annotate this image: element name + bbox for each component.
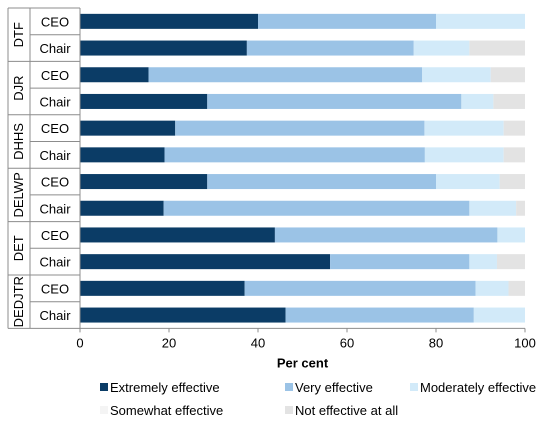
- bar-segment-5-2: [424, 147, 504, 163]
- bar-segment-3-0: [80, 93, 208, 109]
- bar-segment-3-2: [461, 93, 494, 109]
- bar-segment-2-0: [80, 67, 149, 83]
- x-tick-label: 60: [340, 335, 354, 350]
- row-label: CEO: [41, 68, 69, 83]
- row-label: Chair: [39, 201, 71, 216]
- bar-segment-2-4: [490, 67, 525, 83]
- row-label: Chair: [39, 308, 71, 323]
- row-label: CEO: [41, 121, 69, 136]
- group-label: DTF: [11, 22, 26, 47]
- bar-segment-7-0: [80, 200, 164, 216]
- x-tick-label: 20: [162, 335, 176, 350]
- row-label: Chair: [39, 255, 71, 270]
- bars-layer: [80, 13, 525, 323]
- bar-segment-10-4: [508, 280, 525, 296]
- bar-segment-1-4: [469, 40, 525, 56]
- bar-segment-3-1: [207, 93, 462, 109]
- row-label: CEO: [41, 228, 69, 243]
- chart-frame: [7, 7, 525, 329]
- legend-swatch: [410, 383, 418, 391]
- x-axis-title: Per cent: [277, 355, 329, 370]
- bar-segment-8-1: [274, 227, 498, 243]
- bar-segment-7-4: [516, 200, 525, 216]
- group-label: DEDJTR: [11, 276, 26, 327]
- bar-segment-10-2: [475, 280, 509, 296]
- bar-segment-4-1: [175, 120, 425, 136]
- legend-swatch: [285, 406, 293, 414]
- legend-swatch: [285, 383, 293, 391]
- row-label: CEO: [41, 175, 69, 190]
- bar-segment-0-1: [258, 13, 436, 29]
- bar-segment-1-1: [246, 40, 414, 56]
- bar-segment-2-1: [148, 67, 423, 83]
- bar-segment-8-0: [80, 227, 275, 243]
- legend-swatch: [100, 406, 108, 414]
- row-label: Chair: [39, 148, 71, 163]
- bar-segment-9-2: [469, 254, 497, 270]
- bar-segment-10-0: [80, 280, 245, 296]
- row-label: CEO: [41, 281, 69, 296]
- bar-segment-4-2: [424, 120, 504, 136]
- group-label: DET: [11, 235, 26, 261]
- x-tick-label: 100: [514, 335, 536, 350]
- x-tick-label: 0: [76, 335, 83, 350]
- group-label: DHHS: [11, 123, 26, 160]
- bar-segment-6-1: [207, 174, 436, 190]
- bar-segment-9-4: [496, 254, 525, 270]
- bar-segment-9-1: [330, 254, 470, 270]
- x-tick-label: 40: [251, 335, 265, 350]
- bar-segment-9-0: [80, 254, 331, 270]
- bar-segment-7-1: [163, 200, 470, 216]
- bar-segment-6-4: [499, 174, 525, 190]
- bar-segment-6-0: [80, 174, 208, 190]
- legend-label: Extremely effective: [110, 380, 220, 395]
- bar-segment-6-2: [436, 174, 500, 190]
- bar-segment-3-4: [493, 93, 525, 109]
- bar-segment-0-2: [436, 13, 525, 29]
- bar-segment-2-2: [422, 67, 491, 83]
- bar-segment-0-0: [80, 13, 258, 29]
- legend-swatch: [100, 383, 108, 391]
- legend-label: Moderately effective: [420, 380, 536, 395]
- legend-label: Somewhat effective: [110, 403, 223, 418]
- bar-segment-8-2: [497, 227, 525, 243]
- legend-label: Not effective at all: [295, 403, 398, 418]
- bar-segment-4-4: [503, 120, 525, 136]
- row-label: Chair: [39, 41, 71, 56]
- legend-label: Very effective: [295, 380, 373, 395]
- bar-segment-1-2: [413, 40, 470, 56]
- row-label: Chair: [39, 94, 71, 109]
- x-tick-label: 80: [429, 335, 443, 350]
- bar-segment-4-0: [80, 120, 176, 136]
- bar-segment-11-2: [473, 307, 525, 323]
- row-labels: CEO Chair CEO Chair CEO Chair CEO Chair CEO Chair…: [39, 14, 71, 323]
- bar-segment-7-2: [469, 200, 517, 216]
- x-axis: 0 20 40 60 80 100: [76, 328, 536, 350]
- bar-segment-11-1: [285, 307, 474, 323]
- bar-segment-10-1: [244, 280, 476, 296]
- bar-segment-1-0: [80, 40, 247, 56]
- group-label: DJR: [11, 75, 26, 100]
- bar-segment-5-0: [80, 147, 165, 163]
- legend: Extremely effective Very effective Moderat…: [100, 380, 536, 418]
- bar-segment-5-4: [503, 147, 525, 163]
- bar-segment-11-0: [80, 307, 286, 323]
- bar-segment-5-1: [164, 147, 425, 163]
- group-labels: DTF DJR DHHS DELWP DET DEDJTR: [11, 22, 26, 327]
- row-label: CEO: [41, 14, 69, 29]
- group-label: DELWP: [11, 172, 26, 217]
